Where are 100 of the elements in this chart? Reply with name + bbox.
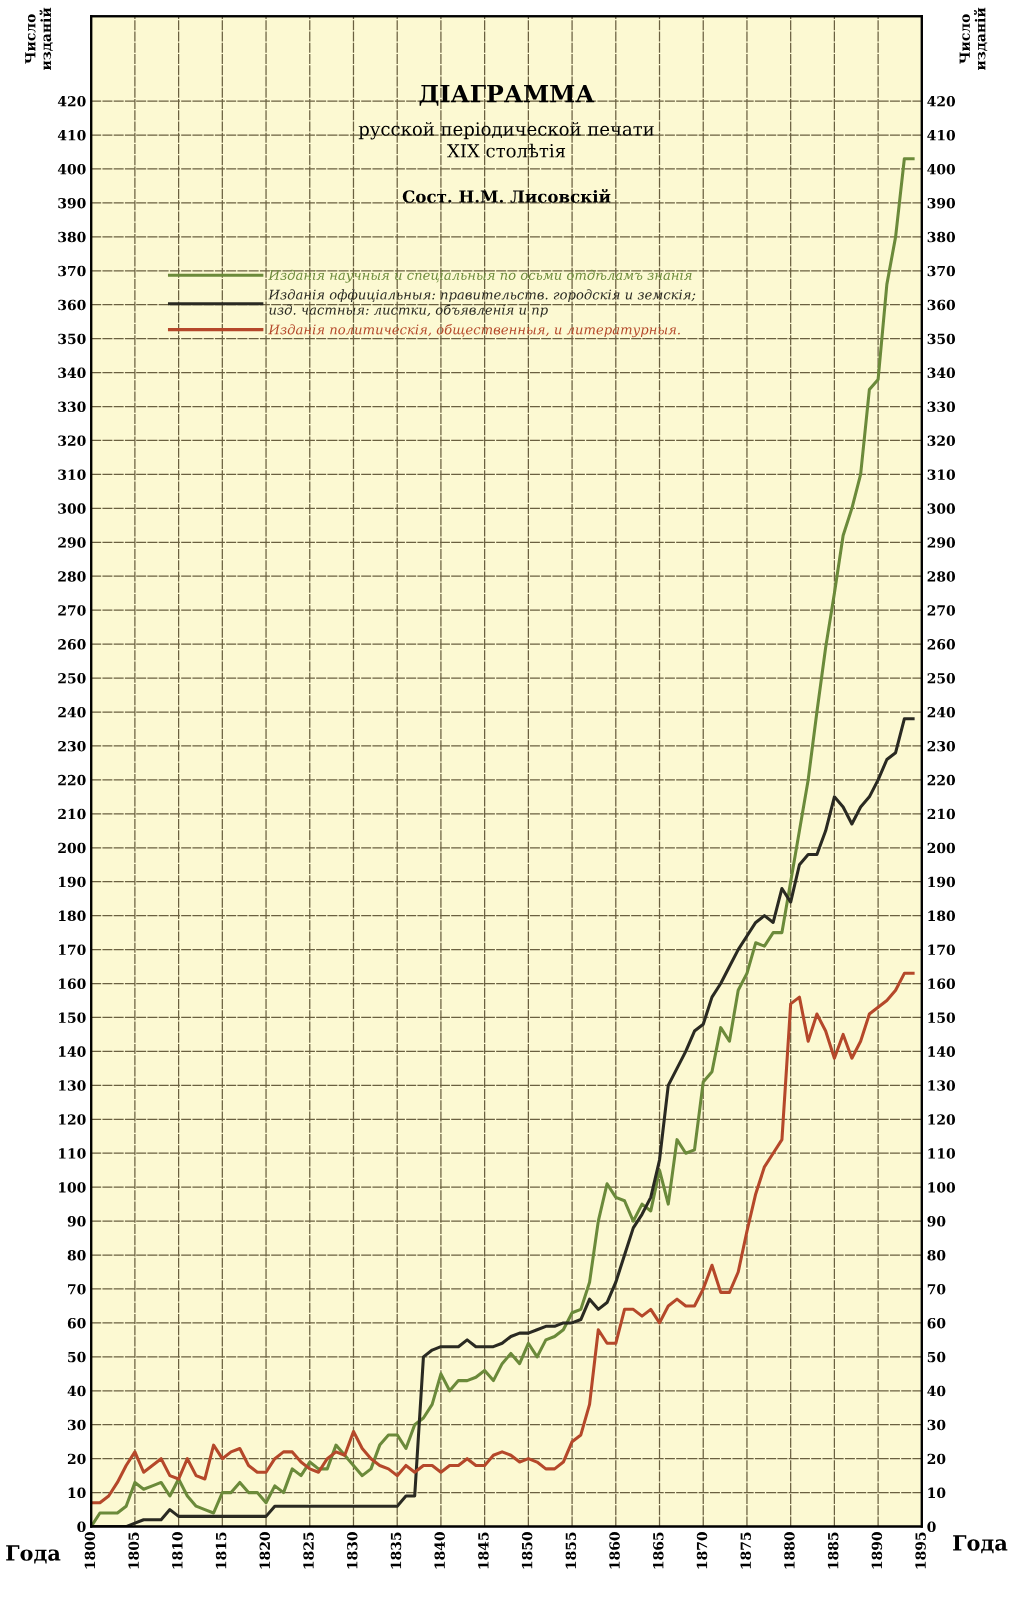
y-tick-label: 10 <box>68 1487 86 1499</box>
x-tick-label: 1875 <box>740 1532 751 1569</box>
y2-tick-label: 210 <box>927 808 956 820</box>
x-tick-label: 1845 <box>478 1532 489 1569</box>
x-tick-label: 1870 <box>696 1532 708 1569</box>
y-tick-label: 140 <box>59 1046 86 1057</box>
y2-tick-label: 270 <box>927 605 956 616</box>
y2-tick-label: 290 <box>927 537 956 548</box>
y2-tick-label: 170 <box>928 944 956 956</box>
y-tick-label: 200 <box>58 842 86 854</box>
text: русской періодической печати XIX столѣтія <box>358 121 654 158</box>
y-tick-label: 280 <box>58 571 86 582</box>
y2-tick-label: 40 <box>927 1385 946 1397</box>
x-tick-label: 1865 <box>653 1532 664 1569</box>
x-tick-label: 1895 <box>915 1532 926 1569</box>
line-series <box>91 717 915 1527</box>
y2-tick-label: 30 <box>927 1419 946 1431</box>
y2-tick-label: 110 <box>928 1148 956 1159</box>
y-tick-label: 300 <box>58 503 86 514</box>
y2-tick-label: 20 <box>927 1453 946 1465</box>
x-tick-label: 1830 <box>347 1532 358 1569</box>
y2-tick-label: 380 <box>927 231 956 243</box>
y-tick-label: 90 <box>67 1216 86 1227</box>
y-tick-label: 330 <box>58 401 86 413</box>
y-tick-label: 60 <box>67 1317 86 1329</box>
x-tick-label: 1835 <box>390 1532 402 1569</box>
y2-tick-label: 350 <box>927 333 956 345</box>
x-tick-label: 1820 <box>259 1532 271 1569</box>
y-tick-label: 270 <box>58 605 86 616</box>
y2-tick-label: 300 <box>927 503 956 514</box>
y2-tick-label: 130 <box>928 1080 956 1091</box>
y2-tick-label: 340 <box>927 367 956 379</box>
y2-tick-label: 100 <box>928 1182 956 1193</box>
y2-tick-label: 0 <box>927 1521 936 1533</box>
line-series <box>91 971 915 1505</box>
y2-tick-label: 140 <box>928 1046 956 1057</box>
y-tick-label: 240 <box>58 706 86 718</box>
x-tick-label: 1860 <box>609 1532 620 1569</box>
y-tick-label: 370 <box>58 265 86 277</box>
y2-tick-label: 10 <box>928 1487 946 1499</box>
y-tick-label: 70 <box>68 1283 86 1295</box>
y2-tick-label: 360 <box>927 299 956 311</box>
y2-tick-label: 90 <box>927 1216 946 1227</box>
x-tick-label: 1840 <box>434 1532 445 1569</box>
y-tick-label: 20 <box>67 1453 86 1465</box>
y2-tick-label: 200 <box>927 842 956 854</box>
y-tick-label: 130 <box>59 1080 86 1091</box>
y2-axis-title: Число изданій <box>959 7 988 70</box>
y-tick-label: 320 <box>58 435 86 446</box>
y2-tick-label: 420 <box>927 96 956 107</box>
y2-tick-label: 230 <box>927 740 956 752</box>
y-tick-label: 290 <box>58 537 86 548</box>
y-tick-label: 100 <box>59 1182 86 1193</box>
y-tick-label: 80 <box>67 1250 86 1261</box>
y-tick-label: 30 <box>67 1419 86 1431</box>
y-tick-label: 0 <box>77 1521 86 1533</box>
y-tick-label: 180 <box>59 910 86 922</box>
y-tick-label: 230 <box>58 740 86 752</box>
y2-tick-label: 390 <box>927 197 956 209</box>
y-tick-label: 190 <box>59 876 86 888</box>
text: Года <box>953 1535 1008 1554</box>
y2-tick-label: 310 <box>927 469 956 480</box>
y-tick-label: 350 <box>58 333 86 345</box>
x-tick-label: 1885 <box>827 1532 839 1569</box>
y-tick-label: 420 <box>57 96 86 107</box>
y2-tick-label: 240 <box>927 706 956 718</box>
y-tick-label: 170 <box>59 944 86 956</box>
y2-tick-label: 320 <box>927 435 956 446</box>
y-tick-label: 120 <box>59 1114 86 1125</box>
y2-tick-label: 400 <box>927 163 956 175</box>
y-tick-label: 390 <box>58 197 86 209</box>
x-tick-label: 1800 <box>84 1532 96 1569</box>
y2-tick-label: 180 <box>928 910 956 922</box>
y-tick-label: 340 <box>58 367 86 379</box>
y-tick-label: 110 <box>59 1148 86 1159</box>
annotation: Сост. Н.М. Лисовскій <box>402 188 611 203</box>
y2-tick-label: 60 <box>927 1317 946 1329</box>
y-tick-label: 50 <box>68 1351 86 1363</box>
y2-tick-label: 50 <box>927 1351 946 1363</box>
y-tick-label: 310 <box>58 469 86 480</box>
x-tick-label: 1890 <box>871 1532 883 1569</box>
y2-tick-label: 150 <box>928 1012 956 1023</box>
y2-tick-label: 80 <box>927 1250 946 1261</box>
y2-tick-label: 190 <box>928 876 956 888</box>
y-tick-label: 160 <box>59 978 86 989</box>
y2-tick-label: 280 <box>927 571 956 582</box>
y2-tick-label: 410 <box>927 130 956 141</box>
y2-tick-label: 220 <box>927 774 956 786</box>
line-series <box>91 157 915 1527</box>
y2-tick-label: 120 <box>928 1114 956 1125</box>
y-tick-label: 380 <box>58 231 86 243</box>
y2-tick-label: 370 <box>927 265 956 277</box>
x-tick-label: 1855 <box>565 1532 577 1569</box>
y2-tick-label: 160 <box>928 978 956 989</box>
y-tick-label: 410 <box>57 130 86 141</box>
y2-tick-label: 330 <box>927 401 956 413</box>
y2-tick-label: 70 <box>927 1283 946 1295</box>
y-tick-label: 210 <box>58 808 86 820</box>
y-tick-label: 220 <box>58 774 86 786</box>
text: ДІАГРАММА <box>419 84 595 106</box>
